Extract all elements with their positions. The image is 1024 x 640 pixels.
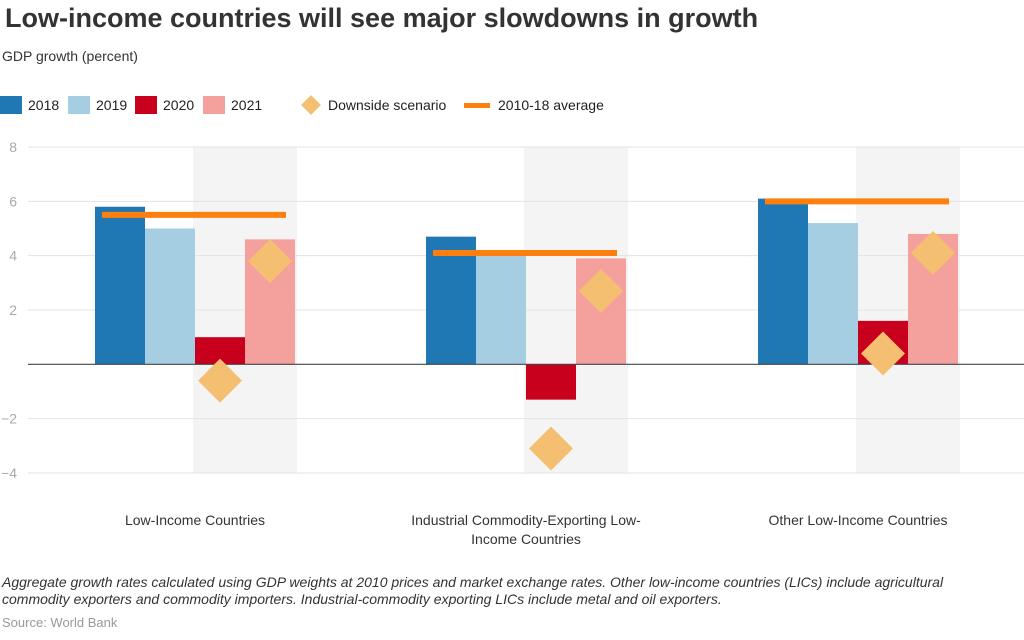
y-tick-label-5: −4 (1, 465, 17, 481)
legend-item-2021: 2021 (203, 94, 262, 116)
legend-label-2020: 2020 (163, 97, 195, 113)
legend-line-icon (464, 102, 490, 108)
downside-diamond-2021-group-2 (911, 230, 955, 275)
y-tick-label-3: 2 (9, 302, 17, 318)
legend-item-average: 2010-18 average (464, 94, 604, 116)
bar-2018-group-1 (426, 236, 476, 365)
bar-2018-group-0 (95, 206, 145, 365)
downside-diamond-group-2 (861, 331, 905, 376)
gdp-growth-chart: 8 6 4 2 −2 −4 Low-Income Countries Industrial C… (1, 139, 1024, 547)
downside-diamond-2021-group-0 (248, 239, 292, 284)
bar-2019-group-2 (808, 223, 858, 365)
bar-2019-group-0 (145, 228, 195, 365)
category-label-1-line-0: Industrial Commodity-Exporting Low- (411, 512, 641, 528)
legend-swatch-2019 (68, 96, 90, 114)
downside-diamond-2021-group-1 (579, 268, 623, 313)
legend-item-2019: 2019 (68, 94, 127, 116)
chart-note: Aggregate growth rates calculated using … (2, 574, 944, 607)
chart-source: Source: World Bank (2, 615, 118, 630)
legend-item-2020: 2020 (135, 94, 194, 116)
legend-diamond-icon (301, 95, 321, 115)
legend-label-2019: 2019 (96, 97, 128, 113)
legend: 2018 2019 2020 2021 Downside scenario 20… (0, 94, 1024, 116)
legend-label-2021: 2021 (231, 97, 263, 113)
downside-diamond-group-1 (529, 426, 573, 471)
legend-swatch-2021 (203, 96, 225, 114)
bar-2018-group-2 (758, 198, 808, 365)
legend-swatch-2018 (0, 96, 22, 114)
bar-2019-group-1 (476, 255, 526, 365)
bar-2020-group-1 (526, 364, 576, 400)
downside-diamond-group-0 (198, 358, 242, 403)
legend-label-2018: 2018 (28, 97, 60, 113)
chart-subtitle: GDP growth (percent) (2, 48, 138, 64)
legend-label-average: 2010-18 average (498, 97, 604, 113)
legend-label-downside: Downside scenario (328, 97, 447, 113)
legend-swatch-2020 (135, 96, 157, 114)
category-label-1-line-1: Income Countries (471, 531, 581, 547)
category-label-0-line-0: Low-Income Countries (125, 512, 265, 528)
y-tick-label-4: −2 (1, 411, 17, 427)
y-tick-label-2: 4 (9, 248, 17, 264)
y-tick-label-0: 8 (9, 139, 17, 155)
category-label-2-line-0: Other Low-Income Countries (769, 512, 948, 528)
chart-title: Low-income countries will see major slow… (5, 3, 759, 33)
y-tick-label-1: 6 (9, 193, 17, 209)
legend-item-downside: Downside scenario (300, 94, 446, 116)
legend-item-2018: 2018 (0, 94, 59, 116)
